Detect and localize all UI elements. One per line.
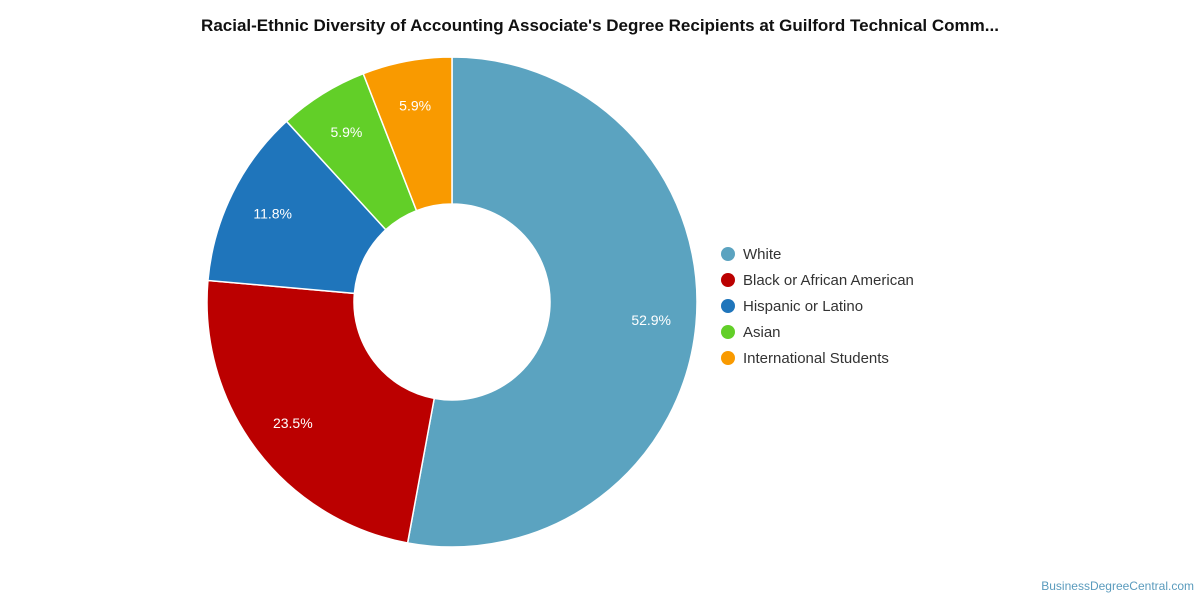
slice-international-students[interactable] xyxy=(362,56,453,212)
chart-title: Racial-Ethnic Diversity of Accounting As… xyxy=(201,16,999,35)
legend-label: Black or African American xyxy=(743,271,914,289)
legend-label: International Students xyxy=(743,349,889,367)
legend-item-asian[interactable]: Asian xyxy=(721,319,914,345)
legend-swatch-icon xyxy=(721,273,735,287)
slice-white[interactable] xyxy=(406,56,698,548)
legend-label: Asian xyxy=(743,323,781,341)
slice-label-white: 52.9% xyxy=(631,312,671,328)
legend-item-white[interactable]: White xyxy=(721,241,914,267)
legend-swatch-icon xyxy=(721,325,735,339)
source-credit[interactable]: BusinessDegreeCentral.com xyxy=(1041,579,1194,593)
legend-swatch-icon xyxy=(721,299,735,313)
legend-label: Hispanic or Latino xyxy=(743,297,864,315)
legend-item-black-or-african-american[interactable]: Black or African American xyxy=(721,267,914,293)
slice-hispanic-or-latino[interactable] xyxy=(207,120,387,295)
slice-label-hispanic-or-latino: 11.8% xyxy=(253,205,292,221)
slice-label-international-students: 5.9% xyxy=(399,97,431,113)
legend-item-hispanic-or-latino[interactable]: Hispanic or Latino xyxy=(721,293,914,319)
slice-label-black-or-african-american: 23.5% xyxy=(273,415,313,431)
slice-label-asian: 5.9% xyxy=(330,124,362,140)
slice-black-or-african-american[interactable] xyxy=(206,279,436,544)
legend-item-international-students[interactable]: International Students xyxy=(721,345,914,371)
chart-legend: White Black or African American Hispanic o… xyxy=(721,241,914,371)
legend-swatch-icon xyxy=(721,351,735,365)
legend-label: White xyxy=(743,245,782,263)
legend-swatch-icon xyxy=(721,247,735,261)
